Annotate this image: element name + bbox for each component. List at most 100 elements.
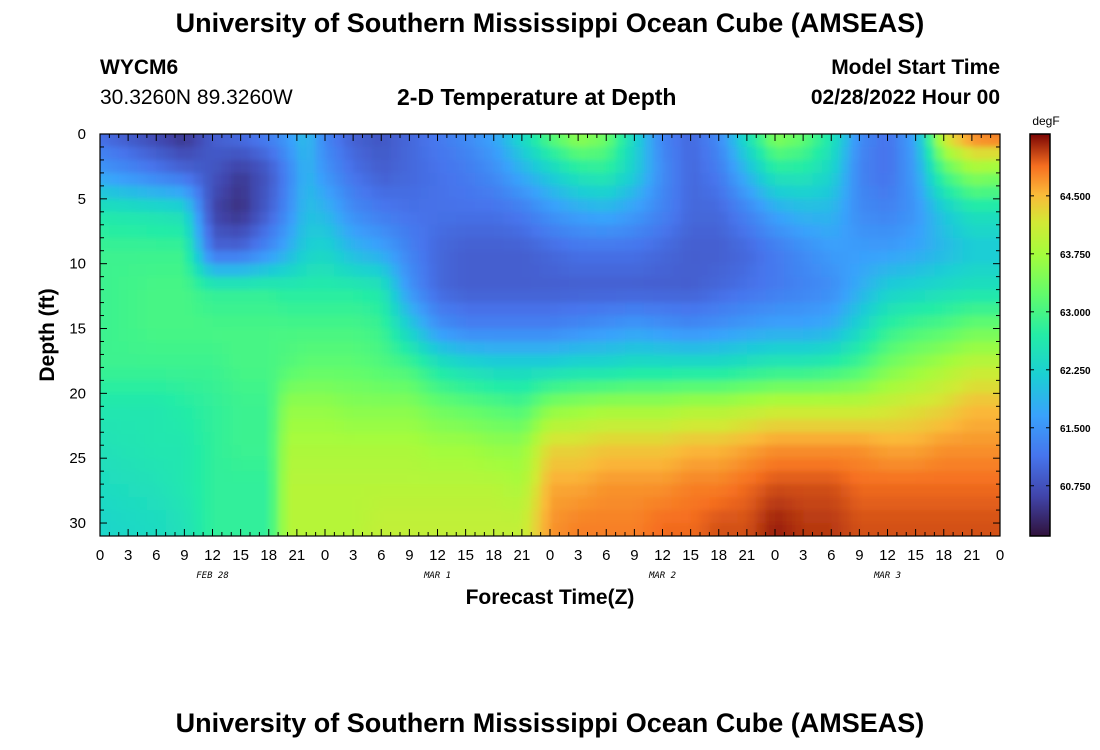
heatmap-cell [456, 523, 467, 536]
heatmap-cell [212, 419, 223, 433]
heatmap-cell [971, 315, 982, 330]
heatmap-cell [850, 315, 860, 330]
heatmap-cell [240, 458, 251, 472]
heatmap-cell [475, 536, 485, 550]
heatmap-cell [146, 354, 157, 369]
heatmap-cell [240, 237, 251, 252]
heatmap-cell [362, 380, 373, 394]
heatmap-cell [756, 134, 767, 148]
heatmap-cell [784, 250, 795, 265]
heatmap-cell [409, 393, 420, 407]
heatmap-cell [353, 484, 364, 498]
heatmap-cell [568, 159, 579, 174]
heatmap-cell [437, 146, 448, 161]
heatmap-cell [259, 134, 270, 148]
heatmap-cell [878, 380, 889, 394]
heatmap-cell [990, 224, 1000, 239]
heatmap-cell [596, 471, 607, 485]
heatmap-cell [503, 510, 514, 524]
heatmap-cell [793, 354, 804, 369]
heatmap-cell [588, 536, 598, 550]
heatmap-cell [343, 432, 354, 446]
heatmap-cell [437, 198, 448, 213]
heatmap-cell [128, 134, 139, 135]
heatmap-cell [690, 354, 701, 369]
heatmap-cell [850, 289, 860, 304]
heatmap-cell [765, 276, 776, 291]
colorbar-tick-label: 62.250 [1060, 366, 1091, 377]
heatmap-cell [793, 146, 804, 161]
heatmap-cell [653, 263, 664, 278]
heatmap-cell [662, 445, 673, 459]
heatmap-cell [400, 289, 410, 304]
heatmap-cell [615, 237, 626, 252]
heatmap-cell [878, 432, 889, 446]
heatmap-cell [962, 159, 973, 174]
heatmap-cell [896, 276, 907, 291]
heatmap-cell [400, 445, 410, 459]
heatmap-cell [934, 406, 945, 420]
heatmap-cell [128, 315, 139, 330]
heatmap-cell [100, 484, 101, 498]
heatmap-cell [175, 211, 185, 226]
heatmap-cell [418, 510, 429, 524]
heatmap-cell [578, 211, 589, 226]
heatmap-cell [943, 510, 954, 524]
heatmap-cell [643, 159, 654, 174]
heatmap-cell [334, 523, 345, 536]
heatmap-cell [287, 510, 298, 524]
heatmap-cell [971, 159, 982, 174]
colorbar-unit: degF [1032, 114, 1059, 128]
heatmap-cell [878, 263, 889, 278]
heatmap-cell [343, 497, 354, 511]
heatmap-cell [221, 471, 232, 485]
heatmap-cell [100, 458, 110, 472]
heatmap-cell [559, 445, 570, 459]
heatmap-cell [568, 289, 579, 304]
heatmap-cell [287, 445, 298, 459]
heatmap-cell [625, 354, 635, 369]
heatmap-cell [100, 172, 110, 187]
heatmap-cell [803, 250, 814, 265]
heatmap-cell [746, 172, 757, 187]
heatmap-cell [925, 328, 935, 343]
heatmap-cell [400, 393, 410, 407]
heatmap-cell [981, 289, 992, 304]
heatmap-cell [137, 471, 148, 485]
heatmap-cell [559, 134, 570, 148]
heatmap-cell [737, 354, 748, 369]
heatmap-cell [287, 289, 298, 304]
heatmap-cell [240, 393, 251, 407]
heatmap-cell [962, 445, 973, 459]
heatmap-cell [596, 146, 607, 161]
heatmap-cell [606, 471, 617, 485]
heatmap-cell [371, 289, 382, 304]
heatmap-cell [146, 237, 157, 252]
heatmap-cell [400, 159, 410, 174]
heatmap-cell [869, 536, 879, 550]
heatmap-cell [681, 198, 692, 213]
heatmap-cell [325, 432, 335, 446]
heatmap-cell [746, 484, 757, 498]
heatmap-cell [615, 289, 626, 304]
heatmap-cell [390, 224, 401, 239]
heatmap-cell [512, 510, 523, 524]
heatmap-cell [493, 263, 504, 278]
heatmap-cell [859, 134, 870, 135]
heatmap-cell [568, 354, 579, 369]
heatmap-cell [700, 302, 710, 317]
heatmap-cell [746, 185, 757, 200]
heatmap-cell [934, 276, 945, 291]
heatmap-cell [971, 341, 982, 356]
heatmap-cell [690, 302, 701, 317]
heatmap-cell [671, 134, 682, 148]
heatmap-cell [315, 134, 326, 148]
heatmap-cell [100, 354, 110, 369]
heatmap-cell [953, 315, 964, 330]
heatmap-cell [100, 341, 101, 356]
heatmap-cell [400, 250, 410, 265]
heatmap-cell [634, 185, 645, 200]
heatmap-cell [446, 341, 457, 356]
heatmap-cell [765, 302, 776, 317]
heatmap-cell [137, 276, 148, 291]
